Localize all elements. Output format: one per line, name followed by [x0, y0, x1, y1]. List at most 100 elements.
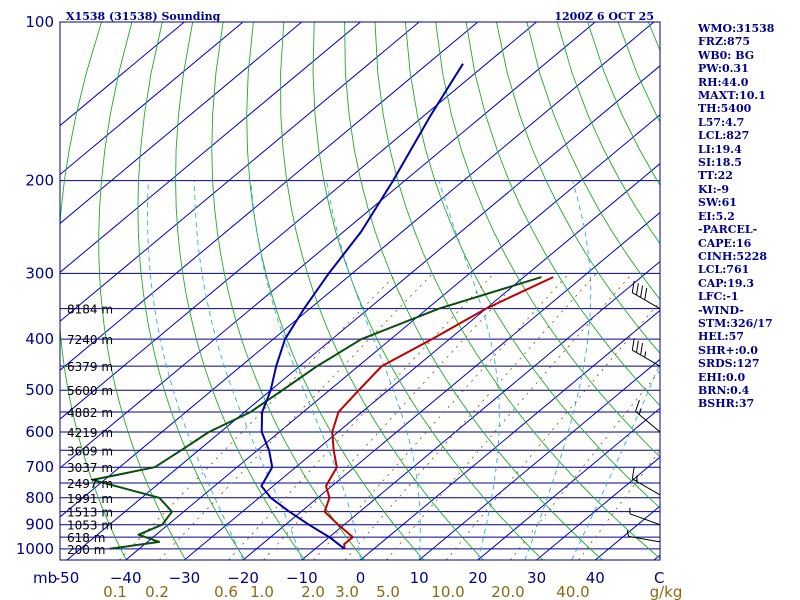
- index-item-11: TT:22: [698, 169, 733, 183]
- height-label-13: 200 m: [67, 543, 105, 557]
- index-item-27: BRN:0.4: [698, 383, 750, 397]
- index-item-16: CAPE:16: [698, 236, 752, 250]
- isotherm: [60, 22, 244, 176]
- index-item-18: LCL:761: [698, 263, 750, 277]
- isotherm: [125, 114, 660, 560]
- index-item-4: RH:44.0: [698, 75, 749, 89]
- pressure-label-400: 400: [25, 330, 54, 348]
- mixing-ratio-label-8: 20.0: [491, 583, 524, 600]
- height-label-2: 6379 m: [67, 360, 113, 374]
- station-title: X1538 (31538) Sounding: [66, 10, 221, 23]
- pressure-label-100: 100: [25, 13, 54, 31]
- height-label-5: 4219 m: [67, 426, 113, 440]
- isotherm: [60, 22, 479, 371]
- isotherm: [60, 22, 361, 273]
- pressure-label-800: 800: [25, 489, 54, 507]
- mixing-ratio-line: [313, 273, 570, 560]
- isotherm: [301, 260, 660, 560]
- pressure-unit-label: mb: [33, 569, 57, 587]
- height-label-12: 618 m: [67, 531, 105, 545]
- wind-barb-2: [635, 399, 661, 433]
- index-item-26: EHI:0.0: [698, 370, 746, 384]
- height-label-7: 3037 m: [67, 461, 113, 475]
- temperature-label-1: −40: [110, 569, 142, 587]
- isotherm: [60, 22, 655, 518]
- pressure-label-600: 600: [25, 423, 54, 441]
- mixing-ratio-label-6: 5.0: [376, 583, 400, 600]
- index-item-24: SHR+:0.0: [698, 343, 758, 357]
- index-item-21: -WIND-: [698, 303, 744, 317]
- moist-adiabat: [571, 362, 660, 560]
- isotherm: [360, 309, 660, 560]
- wind-barb-1: [631, 338, 661, 367]
- dry-adiabat: [246, 22, 425, 560]
- mixing-ratio-line: [228, 273, 495, 560]
- index-item-2: WB0: BG: [698, 48, 755, 62]
- moist-adiabat: [438, 180, 500, 560]
- temperature-trace: [323, 276, 554, 549]
- temperature-unit-label: C: [654, 569, 664, 587]
- isotherm: [60, 22, 596, 469]
- wind-barb-0: [631, 280, 661, 310]
- isotherm: [66, 65, 660, 560]
- height-label-8: 2497 m: [67, 477, 113, 491]
- height-label-6: 3609 m: [67, 444, 113, 458]
- dry-adiabat: [98, 22, 187, 560]
- index-item-10: SI:18.5: [698, 156, 742, 170]
- index-item-9: LI:19.4: [698, 142, 742, 156]
- index-item-22: STM:326/17: [698, 316, 773, 330]
- dry-adiabat: [435, 22, 660, 458]
- pressure-label-1000: 1000: [16, 540, 54, 558]
- dry-adiabat: [280, 22, 484, 560]
- height-label-4: 4882 m: [67, 406, 113, 420]
- dry-adiabat: [526, 22, 660, 301]
- mixing-ratio-line: [578, 450, 660, 560]
- moist-adiabat: [250, 180, 361, 560]
- dry-adiabat: [556, 22, 660, 245]
- index-item-3: PW:0.31: [698, 62, 749, 76]
- dry-adiabat: [312, 22, 544, 560]
- mixing-ratio-line: [510, 369, 660, 560]
- plot-background: [60, 22, 660, 560]
- index-item-15: -PARCEL-: [698, 223, 758, 237]
- isotherm: [536, 456, 660, 560]
- index-item-17: CINH:5228: [698, 249, 768, 263]
- wind-barb-3: [631, 466, 661, 496]
- index-item-5: MAXT:10.1: [698, 89, 766, 103]
- dry-adiabat: [465, 22, 660, 407]
- height-label-0: 8184 m: [67, 303, 113, 317]
- index-item-25: SRDS:127: [698, 357, 760, 371]
- isotherm: [184, 163, 660, 560]
- mixing-ratio-label-7: 10.0: [431, 583, 464, 600]
- moist-adiabat: [194, 180, 303, 560]
- mixing-ratio-line: [118, 273, 398, 560]
- parcel-trace: [260, 63, 464, 550]
- mixing-ratio-line: [344, 273, 597, 560]
- temperature-label-5: 0: [356, 569, 366, 587]
- isotherm: [418, 358, 660, 560]
- plot-frame: [59, 21, 661, 561]
- height-label-11: 1053 m: [67, 519, 113, 533]
- mixing-ratio-label-2: 0.6: [214, 583, 238, 600]
- dry-adiabat: [175, 22, 306, 560]
- sounding-time: 1200Z 6 OCT 25: [554, 10, 654, 23]
- isotherm: [60, 22, 420, 322]
- dry-adiabat: [137, 22, 246, 560]
- temperature-label-4: −10: [286, 569, 318, 587]
- temperature-label-3: −20: [227, 569, 259, 587]
- wind-barb-4: [629, 507, 661, 526]
- index-item-20: LFC:-1: [698, 290, 739, 304]
- dry-adiabat: [496, 22, 660, 354]
- pressure-label-300: 300: [25, 264, 54, 282]
- temperature-label-2: −30: [169, 569, 201, 587]
- dry-adiabat: [374, 22, 660, 559]
- mixing-ratio-label-1: 0.2: [145, 583, 169, 600]
- indices-panel: WMO:31538 FRZ:875 WB0: BG PW:0.31 RH:44.0 MAX…: [698, 22, 798, 411]
- index-item-14: EI:5.2: [698, 209, 735, 223]
- moist-adiabat: [147, 180, 244, 560]
- index-item-23: HEL:57: [698, 330, 744, 344]
- temperature-label-6: 10: [410, 569, 429, 587]
- pressure-label-200: 200: [25, 172, 54, 190]
- index-item-1: FRZ:875: [698, 35, 751, 49]
